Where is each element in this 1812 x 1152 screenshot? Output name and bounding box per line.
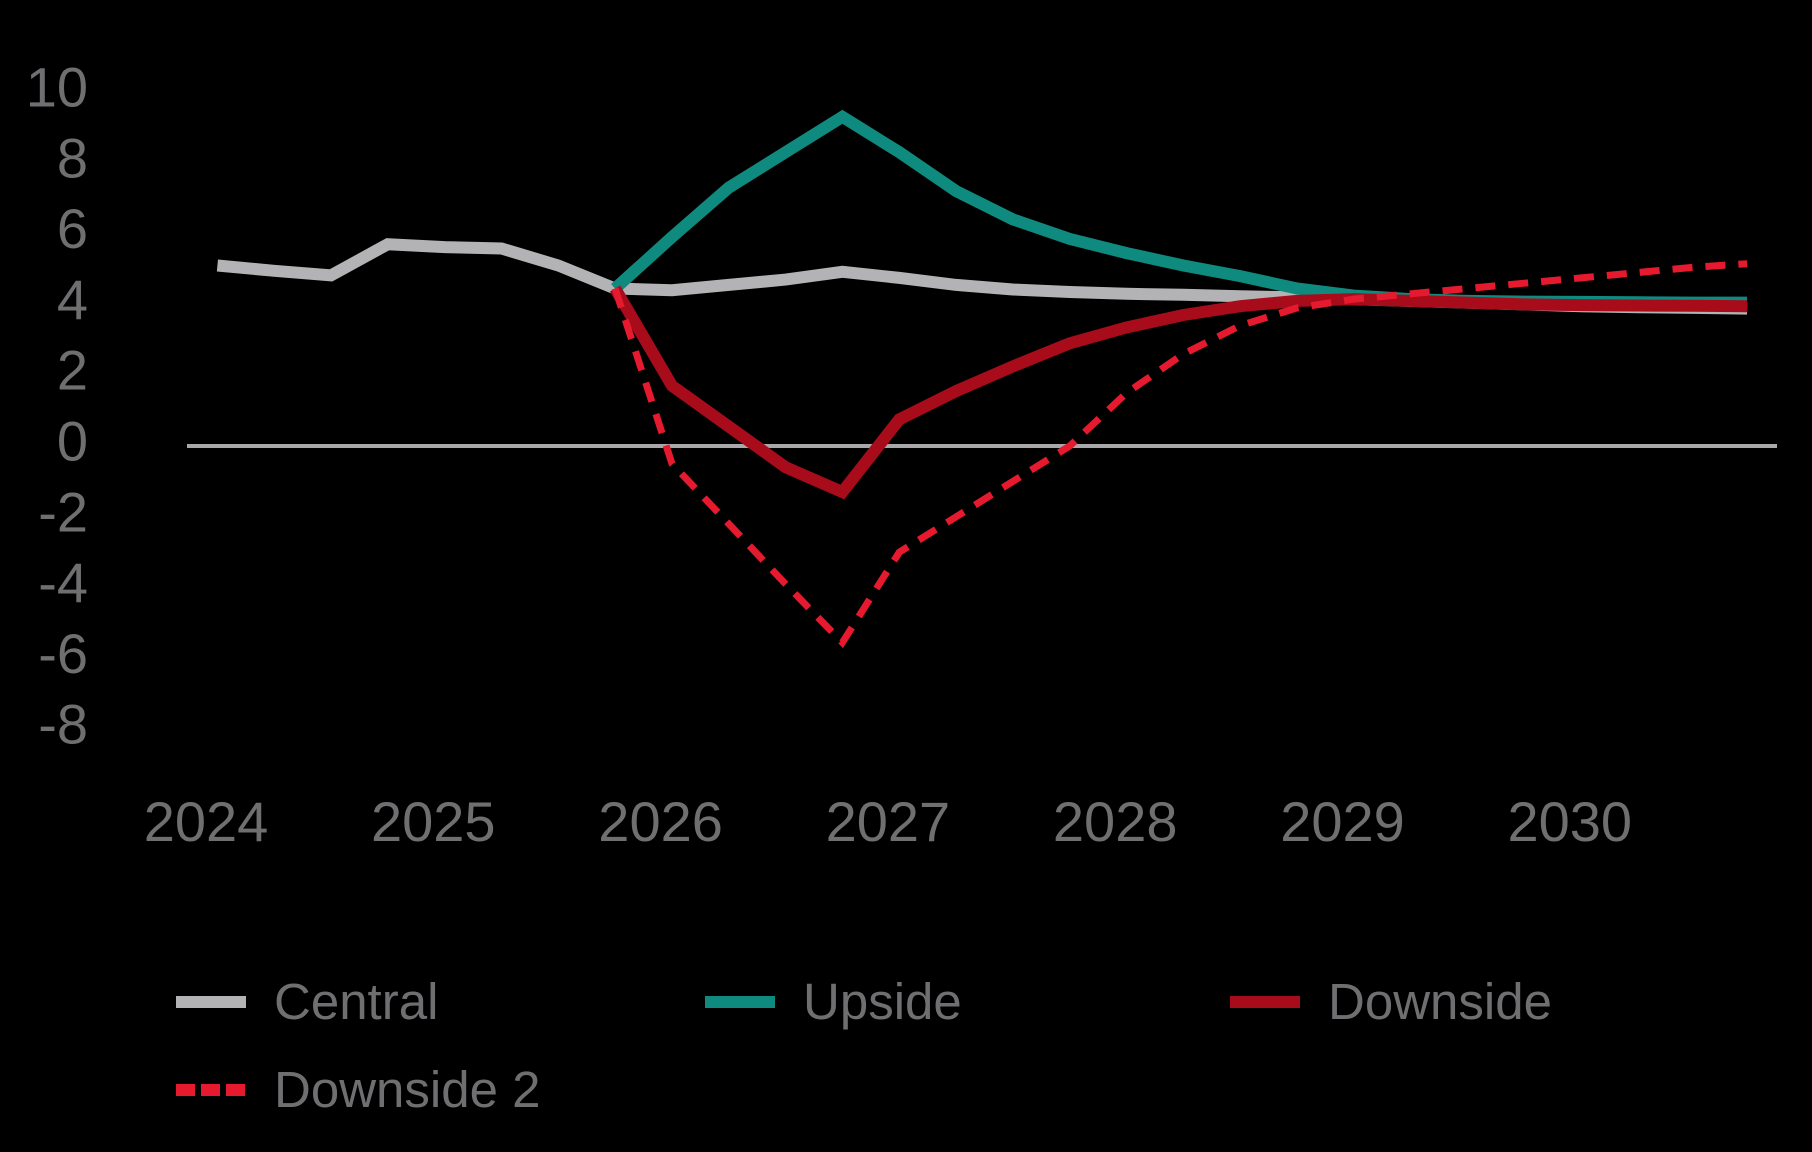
x-tick-label-2025: 2025: [371, 790, 496, 853]
x-tick-label-2026: 2026: [598, 790, 723, 853]
y-tick-label-0: 0: [57, 410, 88, 473]
x-tick-label-2029: 2029: [1280, 790, 1405, 853]
x-tick-label-2028: 2028: [1053, 790, 1178, 853]
x-tick-label-2027: 2027: [826, 790, 951, 853]
y-tick-label-4: 4: [57, 268, 88, 331]
series-line-downside: [609, 285, 1748, 500]
y-tick-label-10: 10: [26, 56, 88, 119]
x-tick-label-2030: 2030: [1508, 790, 1633, 853]
series-line-downside-2: [611, 260, 1748, 649]
y-tick-label-2: 2: [57, 339, 88, 402]
y-tick-label--2: -2: [38, 480, 88, 543]
y-tick-label-6: 6: [57, 197, 88, 260]
y-tick-label-8: 8: [57, 126, 88, 189]
y-tick-label--8: -8: [38, 693, 88, 756]
x-tick-label-2024: 2024: [144, 790, 269, 853]
y-tick-label--4: -4: [38, 551, 88, 614]
y-tick-label--6: -6: [38, 622, 88, 685]
